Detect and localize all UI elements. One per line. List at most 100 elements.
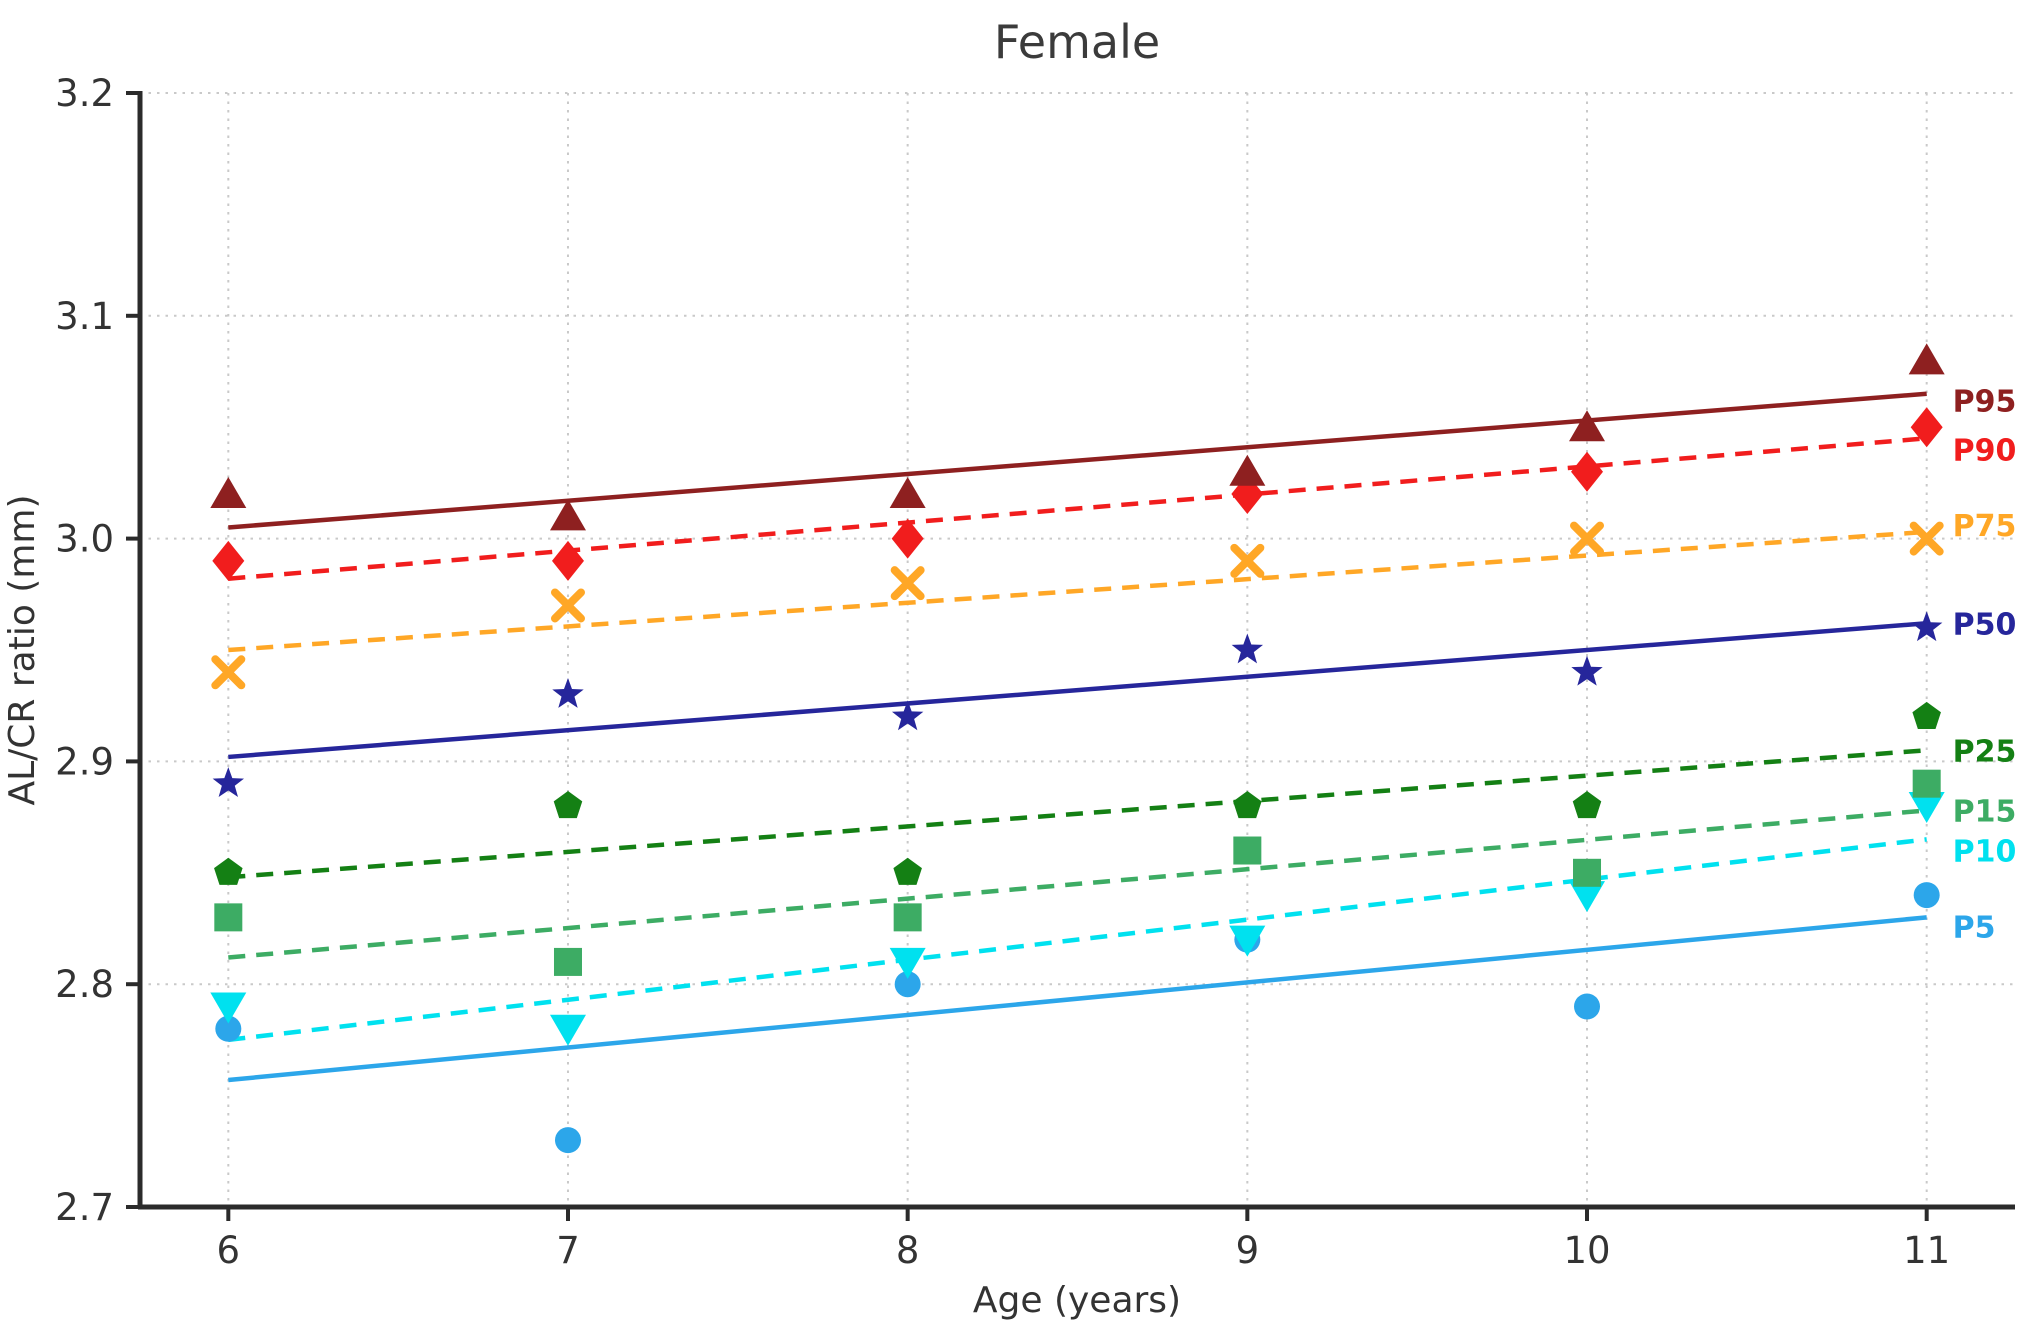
trend-line-P90: [228, 436, 1927, 581]
grid-layer: [140, 92, 2015, 1208]
data-point-P95: [889, 477, 926, 509]
x-axis-label: Age (years): [973, 1280, 1181, 1321]
x-tick-label: 9: [1236, 1229, 1260, 1272]
data-point-P15: [893, 903, 922, 932]
data-point-P95: [549, 499, 586, 531]
data-point-P90: [1910, 407, 1943, 448]
x-tick-label: 11: [1903, 1229, 1950, 1272]
trend-line-P10: [228, 837, 1927, 1043]
markers-P15: [214, 769, 1941, 976]
trend-line-P75: [228, 529, 1927, 653]
data-point-P25: [1572, 790, 1602, 819]
data-point-P10: [210, 992, 247, 1024]
data-point-P15: [214, 903, 243, 932]
y-tick-label: 3.2: [55, 72, 114, 115]
series-label-P25: P25: [1953, 734, 2017, 769]
markers-P5: [215, 882, 1940, 1154]
series-label-P75: P75: [1953, 509, 2017, 544]
markers-P95: [210, 343, 1945, 531]
markers-P75: [211, 521, 1944, 690]
data-point-P15: [1912, 769, 1941, 798]
y-tick-label: 2.7: [55, 1186, 114, 1229]
data-point-P50: [1910, 611, 1943, 642]
series-label-P90: P90: [1953, 433, 2017, 468]
axes-layer: [126, 91, 2015, 1221]
series-label-P5: P5: [1953, 910, 1996, 945]
data-point-P50: [212, 767, 245, 798]
data-point-P25: [1233, 790, 1262, 819]
markers-P10: [210, 791, 1945, 1046]
series-layer: [210, 343, 1945, 1154]
data-point-P15: [1573, 858, 1602, 887]
series-P5: [228, 915, 1927, 1083]
series-label-P95: P95: [1953, 384, 2017, 419]
data-point-P25: [1912, 701, 1941, 729]
data-point-P15: [1233, 836, 1262, 865]
series-label-P10: P10: [1953, 835, 2017, 870]
chart-title: Female: [994, 15, 1160, 69]
data-point-P10: [889, 947, 926, 979]
data-point-P90: [212, 540, 245, 581]
data-point-P10: [1569, 881, 1606, 913]
series-P10: [228, 837, 1927, 1043]
trend-line-P15: [228, 808, 1927, 960]
data-point-P5: [894, 971, 921, 998]
series-P90: [228, 436, 1927, 581]
series-P25: [228, 748, 1927, 880]
data-point-P95: [1229, 454, 1266, 486]
data-point-P75: [1230, 543, 1265, 578]
data-point-P50: [891, 700, 924, 731]
data-point-P10: [549, 1014, 586, 1046]
tick-labels-layer: 2.7 2.8 2.9 3.0 3.1 3.2 6 7 8 9 10 11: [55, 72, 1950, 1272]
data-point-P75: [211, 655, 246, 690]
data-point-P5: [215, 1015, 242, 1042]
trend-line-P25: [228, 748, 1927, 880]
data-point-P75: [550, 588, 585, 623]
series-P15: [228, 808, 1927, 960]
data-point-P75: [1909, 521, 1944, 556]
y-axis-label: AL/CR ratio (mm): [2, 494, 43, 805]
data-point-P90: [1571, 451, 1604, 492]
data-point-P90: [891, 518, 924, 559]
x-tick-label: 7: [556, 1229, 580, 1272]
data-point-P95: [1569, 410, 1606, 442]
data-point-P5: [1574, 993, 1601, 1020]
series-labels-layer: P95 P90 P75 P50 P25 P15 P10 P5: [1953, 384, 2017, 945]
trend-line-P95: [228, 391, 1927, 530]
data-point-P75: [890, 566, 925, 601]
x-tick-label: 8: [896, 1229, 920, 1272]
series-P95: [228, 391, 1927, 530]
x-tick-label: 10: [1563, 1229, 1610, 1272]
data-point-P25: [893, 857, 922, 885]
markers-P90: [212, 407, 1943, 581]
trend-line-P5: [228, 915, 1927, 1083]
data-point-P10: [1908, 791, 1945, 823]
data-point-P95: [210, 477, 247, 509]
x-tick-label: 6: [217, 1229, 241, 1272]
trend-line-P50: [228, 621, 1927, 760]
data-point-P15: [553, 947, 582, 976]
series-P50: [228, 621, 1927, 760]
markers-P50: [212, 611, 1943, 798]
data-point-P5: [1913, 882, 1940, 909]
data-point-P5: [554, 1127, 581, 1154]
data-point-P50: [552, 678, 584, 708]
y-tick-label: 2.9: [55, 740, 114, 783]
markers-P25: [214, 701, 1941, 885]
data-point-P95: [1908, 343, 1945, 375]
y-tick-label: 3.1: [55, 295, 114, 338]
series-P75: [228, 529, 1927, 653]
data-point-P50: [1571, 655, 1603, 686]
data-point-P25: [553, 790, 583, 819]
data-point-P50: [1231, 633, 1264, 664]
series-label-P50: P50: [1953, 607, 2017, 642]
data-point-P90: [551, 540, 584, 581]
y-tick-label: 2.8: [55, 963, 114, 1006]
data-point-P25: [214, 857, 243, 885]
series-label-P15: P15: [1953, 794, 2017, 829]
data-point-P10: [1229, 925, 1266, 957]
y-tick-label: 3.0: [55, 518, 114, 561]
data-point-P75: [1570, 521, 1605, 556]
